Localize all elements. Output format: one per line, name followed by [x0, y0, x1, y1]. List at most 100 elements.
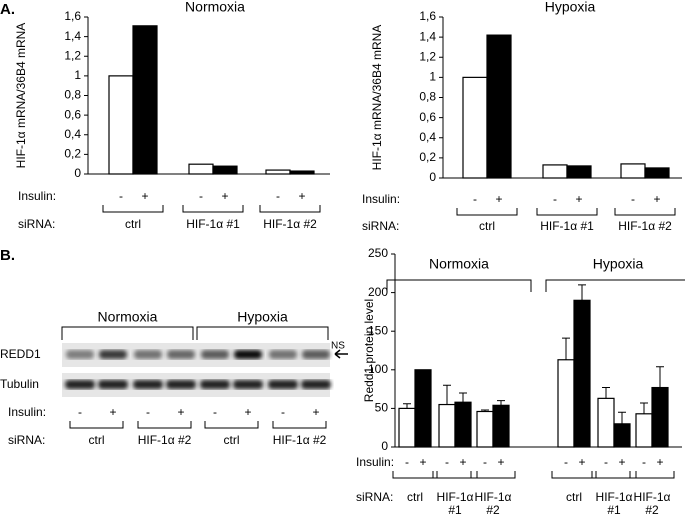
insulin-sign: + — [497, 455, 504, 469]
error-bar — [403, 403, 411, 409]
y-axis-label: Redd1 protein level — [362, 299, 376, 402]
error-bar — [602, 387, 610, 399]
insulin-sign: - — [483, 455, 487, 469]
bracket — [629, 471, 675, 479]
bracket — [432, 471, 478, 479]
row-label: Insulin: — [362, 192, 400, 206]
x-tick-label: HIF-1α #2 — [618, 219, 672, 233]
bar — [289, 170, 315, 175]
x-tick-label: HIF-1α #1 — [596, 490, 633, 517]
group-bracket — [545, 279, 685, 292]
panel-label: A. — [0, 1, 15, 18]
insulin-sign: - — [146, 405, 150, 419]
error-bar — [640, 402, 648, 414]
insulin-sign: + — [578, 455, 585, 469]
ns-label: NS — [331, 341, 345, 352]
blot-band — [201, 350, 229, 359]
bar — [613, 423, 631, 448]
insulin-sign: + — [419, 455, 426, 469]
insulin-sign: - — [213, 405, 217, 419]
chart-title: Hypoxia — [545, 0, 596, 15]
bar — [486, 34, 512, 179]
x-tick-label: HIF-1α #2 — [475, 490, 512, 517]
blot-band — [166, 380, 196, 389]
ns-arrow — [334, 349, 348, 359]
condition-label: Normoxia — [98, 309, 158, 325]
blot-band — [200, 380, 230, 389]
bracket — [102, 205, 164, 213]
chart-title: Normoxia — [185, 0, 245, 15]
x-tick-label: ctrl — [125, 217, 141, 231]
bar — [566, 165, 592, 179]
bracket — [69, 421, 124, 429]
y-tick-label: 250 — [368, 246, 388, 260]
insulin-sign: + — [221, 189, 228, 203]
insulin-sign: + — [495, 192, 502, 206]
x-tick-label: ctrl — [479, 219, 495, 233]
row-label: Insulin: — [356, 455, 394, 469]
blot-band — [133, 380, 163, 389]
blot-band — [268, 380, 298, 389]
error-bar — [618, 411, 626, 424]
insulin-sign: + — [459, 455, 466, 469]
bar — [597, 397, 615, 448]
insulin-sign: + — [312, 405, 319, 419]
sirna-label: ctrl — [224, 433, 240, 447]
row-label: Tubulin — [0, 377, 39, 391]
y-tick-label: 0 — [381, 439, 388, 453]
row-label: Insulin: — [18, 189, 56, 203]
blot-band — [99, 350, 127, 359]
bar — [398, 407, 416, 448]
bracket — [137, 421, 192, 429]
y-tick-label: 1 — [429, 70, 436, 84]
condition-bracket — [196, 326, 329, 340]
bracket — [536, 208, 598, 216]
panel-label: B. — [0, 247, 15, 264]
y-tick-label: 1,6 — [64, 9, 81, 23]
y-tick-label: 0,2 — [419, 150, 436, 164]
insulin-sign: + — [244, 405, 251, 419]
y-tick-label: 100 — [368, 362, 388, 376]
bracket — [591, 471, 637, 479]
sirna-label: HIF-1α #2 — [273, 433, 327, 447]
row-label: siRNA: — [8, 433, 45, 447]
row-label: siRNA: — [18, 217, 55, 231]
row-label: REDD1 — [0, 347, 41, 361]
bar — [476, 410, 494, 448]
y-tick-label: 0,6 — [419, 110, 436, 124]
bar — [542, 164, 568, 179]
bar — [132, 25, 158, 175]
x-tick-label: HIF-1α #1 — [437, 490, 474, 517]
bar — [108, 75, 134, 175]
insulin-sign: + — [141, 189, 148, 203]
group-label: Hypoxia — [593, 256, 644, 272]
bar — [212, 165, 238, 175]
group-label: Normoxia — [429, 256, 489, 272]
insulin-sign: - — [405, 455, 409, 469]
blot-band — [234, 350, 262, 359]
x-tick-label: HIF-1α #2 — [634, 490, 671, 517]
error-bar — [497, 400, 505, 406]
insulin-sign: - — [78, 405, 82, 419]
blot-band — [302, 350, 330, 359]
bracket — [470, 471, 516, 479]
x-tick-label: HIF-1α #1 — [186, 217, 240, 231]
insulin-sign: - — [276, 189, 280, 203]
x-tick-label: HIF-1α #1 — [540, 219, 594, 233]
error-bar — [481, 409, 489, 412]
bar — [651, 386, 669, 448]
insulin-sign: + — [575, 192, 582, 206]
bracket — [456, 208, 518, 216]
blot-band — [269, 350, 297, 359]
insulin-sign: - — [119, 189, 123, 203]
insulin-sign: - — [445, 455, 449, 469]
blot-band — [233, 380, 263, 389]
insulin-sign: + — [653, 192, 660, 206]
sirna-label: ctrl — [89, 433, 105, 447]
blot-band — [134, 350, 162, 359]
error-bar — [562, 337, 570, 360]
y-tick-label: 0,8 — [64, 88, 81, 102]
bar — [644, 167, 670, 179]
bar — [438, 403, 456, 448]
